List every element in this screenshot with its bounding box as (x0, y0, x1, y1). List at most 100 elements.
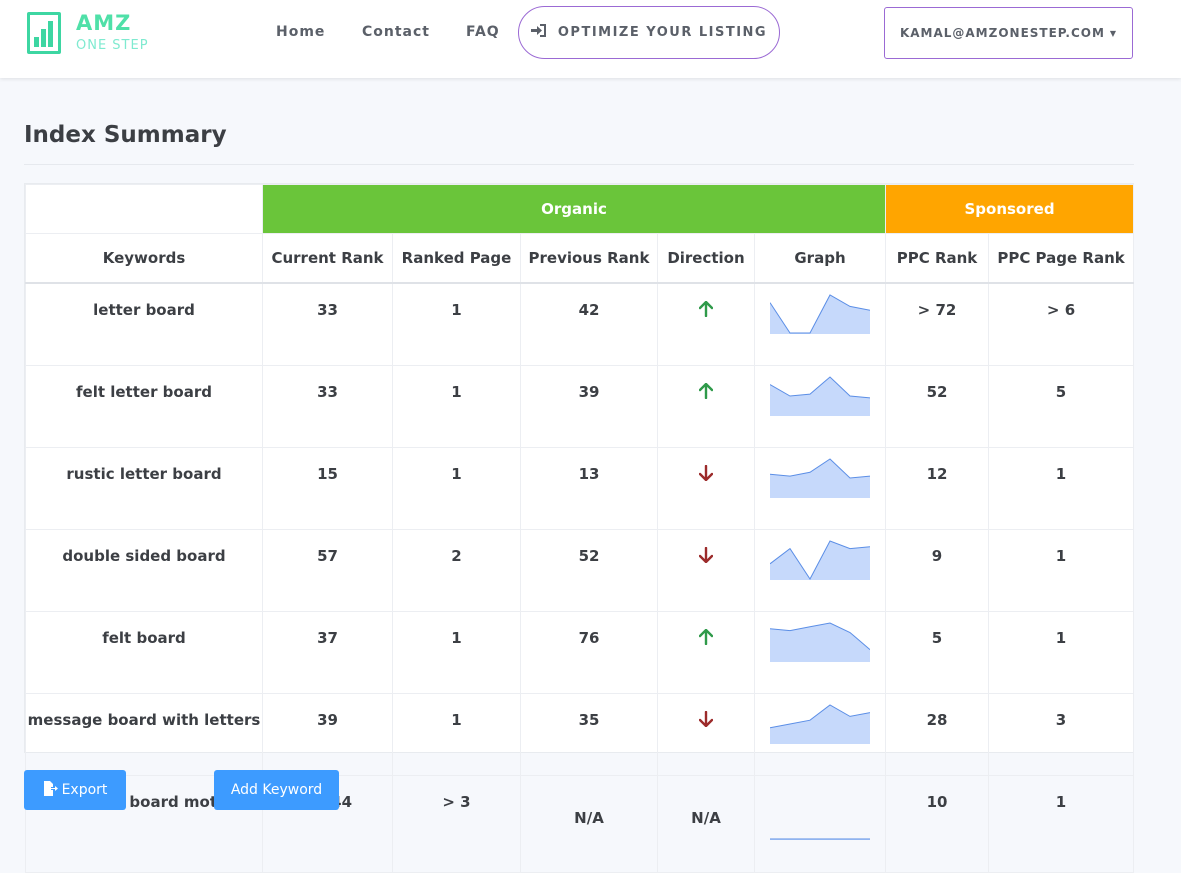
keyword-cell: message board with letters (25, 693, 263, 776)
previous-rank-cell: 76 (520, 611, 658, 694)
col-current-rank: Current Rank (262, 233, 393, 284)
graph-cell (753, 365, 887, 448)
ranked-page-cell: 1 (392, 447, 521, 530)
direction-cell (657, 447, 755, 530)
previous-rank-cell: N/A (520, 775, 658, 873)
direction-cell (657, 693, 755, 776)
top-navbar: AMZ ONE STEP Home Contact FAQ OPTIMIZE Y… (0, 0, 1181, 78)
col-ranked-page: Ranked Page (392, 233, 521, 284)
rank-sparkline (770, 294, 870, 334)
ppc-page-rank-cell: 1 (988, 775, 1135, 873)
table-body: letter board 33 1 42 > 72 > 6 felt letter boar… (25, 282, 1135, 873)
optimize-listing-button[interactable]: OPTIMIZE YOUR LISTING (518, 6, 780, 59)
nav-home-link[interactable]: Home (276, 24, 326, 40)
direction-cell (657, 611, 755, 694)
arrow-up-icon (698, 300, 714, 321)
sparkline-line (770, 294, 870, 334)
ppc-page-rank-cell: 5 (988, 365, 1135, 448)
account-dropdown[interactable]: KAMAL@AMZONESTEP.COM ▼ (884, 7, 1133, 59)
col-ppc-page-rank: PPC Page Rank (988, 233, 1135, 284)
col-direction: Direction (657, 233, 755, 284)
current-rank-cell: 33 (262, 365, 393, 448)
column-header-row: Keywords Current Rank Ranked Page Previo… (25, 233, 1135, 284)
col-ppc-rank: PPC Rank (885, 233, 990, 284)
arrow-up-icon (698, 382, 714, 403)
keyword-cell: double sided board (25, 529, 263, 612)
ppc-rank-cell: 12 (885, 447, 990, 530)
page-title: Index Summary (24, 122, 227, 148)
nav-faq-link[interactable]: FAQ (466, 24, 500, 40)
brand-name: AMZ (76, 11, 132, 35)
previous-rank-cell: 52 (520, 529, 658, 612)
table-row: double sided board 57 2 52 9 1 (25, 529, 1135, 612)
rank-sparkline (770, 704, 870, 744)
sparkline-area (770, 459, 870, 498)
rank-sparkline (770, 622, 870, 662)
title-divider (24, 164, 1134, 165)
sparkline-area (770, 705, 870, 744)
keyword-cell: felt board (25, 611, 263, 694)
sparkline-line (770, 540, 870, 580)
file-export-icon (43, 780, 58, 800)
sparkline-area (770, 623, 870, 662)
current-rank-cell: 33 (262, 282, 393, 366)
group-header-empty (25, 184, 263, 234)
rank-sparkline (770, 458, 870, 498)
direction-cell (657, 365, 755, 448)
add-keyword-button[interactable]: Add Keyword (214, 770, 339, 810)
arrow-down-icon (698, 546, 714, 567)
nav-contact-link[interactable]: Contact (362, 24, 430, 40)
current-rank-cell: 57 (262, 529, 393, 612)
arrow-down-icon (698, 464, 714, 485)
ppc-rank-cell: 5 (885, 611, 990, 694)
col-previous-rank: Previous Rank (520, 233, 658, 284)
ranked-page-cell: 2 (392, 529, 521, 612)
sparkline-line (770, 622, 870, 650)
export-button[interactable]: Export (24, 770, 126, 810)
table-row: felt board 37 1 76 5 1 (25, 611, 1135, 694)
ppc-rank-cell: > 72 (885, 282, 990, 366)
graph-cell (753, 611, 887, 694)
direction-cell (657, 529, 755, 612)
direction-cell: N/A (657, 775, 755, 873)
previous-rank-cell: 39 (520, 365, 658, 448)
col-keywords: Keywords (25, 233, 263, 284)
brand-logo[interactable]: AMZ ONE STEP (27, 11, 167, 60)
ppc-rank-cell: 28 (885, 693, 990, 776)
current-rank-cell: 37 (262, 611, 393, 694)
table-row: rustic letter board 15 1 13 12 1 (25, 447, 1135, 530)
ppc-page-rank-cell: 1 (988, 447, 1135, 530)
ppc-rank-cell: 9 (885, 529, 990, 612)
sparkline-line (770, 376, 870, 399)
ppc-rank-cell: 10 (885, 775, 990, 873)
table-row: message board with letters 39 1 35 28 3 (25, 693, 1135, 776)
rank-sparkline (770, 838, 870, 840)
current-rank-cell: 15 (262, 447, 393, 530)
ppc-page-rank-cell: > 6 (988, 282, 1135, 366)
graph-cell (753, 775, 887, 873)
account-email: KAMAL@AMZONESTEP.COM (899, 26, 1105, 40)
arrow-down-icon (698, 710, 714, 731)
sparkline-line (770, 458, 870, 479)
ppc-rank-cell: 52 (885, 365, 990, 448)
arrow-up-icon (698, 628, 714, 649)
sparkline-area (770, 377, 870, 416)
sign-in-icon (530, 24, 546, 41)
keyword-cell: felt letter board (25, 365, 263, 448)
previous-rank-cell: 35 (520, 693, 658, 776)
table-row: felt letter board 33 1 39 52 5 (25, 365, 1135, 448)
previous-rank-cell: 13 (520, 447, 658, 530)
organic-group-header: Organic (261, 184, 887, 234)
col-graph: Graph (753, 233, 887, 284)
sparkline-line (770, 704, 870, 729)
optimize-listing-label: OPTIMIZE YOUR LISTING (557, 25, 768, 40)
keyword-cell: rustic letter board (25, 447, 263, 530)
graph-cell (753, 693, 887, 776)
table-row: letter board 33 1 42 > 72 > 6 (25, 282, 1135, 366)
graph-cell (753, 529, 887, 612)
ranked-page-cell: 1 (392, 282, 521, 366)
current-rank-cell: 39 (262, 693, 393, 776)
table-row: felt letter board mother> 144> 3N/AN/A10… (25, 775, 1135, 873)
ppc-page-rank-cell: 1 (988, 529, 1135, 612)
sponsored-group-header: Sponsored (885, 184, 1135, 234)
